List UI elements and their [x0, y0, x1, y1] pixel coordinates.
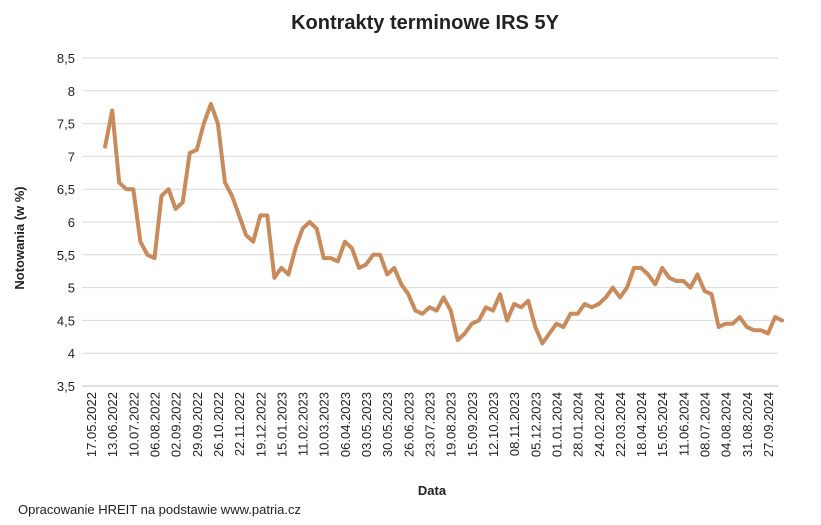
x-tick-label: 23.07.2023 — [423, 392, 438, 457]
y-tick-label: 8 — [68, 84, 75, 99]
x-tick-label: 29.09.2022 — [190, 392, 205, 457]
y-tick-label: 4,5 — [57, 313, 75, 328]
x-tick-label: 10.03.2023 — [317, 392, 332, 457]
x-tick-label: 19.08.2023 — [444, 392, 459, 457]
x-axis-label: Data — [418, 483, 447, 498]
y-tick-label: 3,5 — [57, 379, 75, 394]
y-tick-label: 7 — [68, 149, 75, 164]
x-tick-label: 03.05.2023 — [359, 392, 374, 457]
y-tick-label: 7,5 — [57, 117, 75, 132]
x-tick-label: 11.02.2023 — [296, 392, 311, 456]
y-tick-label: 5 — [68, 281, 75, 296]
x-tick-label: 17.05.2022 — [84, 392, 99, 457]
x-tick-label: 12.10.2023 — [486, 392, 501, 457]
x-tick-label: 10.07.2022 — [126, 392, 141, 457]
y-tick-label: 6,5 — [57, 182, 75, 197]
x-tick-label: 08.07.2024 — [698, 392, 713, 457]
x-tick-label: 28.01.2024 — [571, 392, 586, 457]
y-tick-label: 8,5 — [57, 51, 75, 66]
x-tick-label: 18.04.2024 — [634, 392, 649, 457]
x-tick-label: 19.12.2022 — [253, 392, 268, 457]
x-tick-label: 02.09.2022 — [169, 392, 184, 457]
data-line — [103, 101, 785, 346]
x-tick-label: 06.08.2022 — [147, 392, 162, 457]
x-tick-label: 24.02.2024 — [592, 392, 607, 457]
x-tick-label: 13.06.2022 — [105, 392, 120, 457]
x-tick-label: 11.06.2024 — [676, 392, 691, 456]
x-tick-label: 22.11.2022 — [232, 392, 247, 456]
x-tick-label: 31.08.2024 — [740, 392, 755, 457]
source-note: Opracowanie HREIT na podstawie www.patri… — [18, 502, 301, 517]
y-tick-label: 6 — [68, 215, 75, 230]
x-tick-label: 01.01.2024 — [549, 392, 564, 457]
x-tick-label: 05.12.2023 — [528, 392, 543, 457]
x-tick-label: 26.10.2022 — [211, 392, 226, 457]
chart-title: Kontrakty terminowe IRS 5Y — [291, 12, 560, 34]
y-tick-label: 5,5 — [57, 248, 75, 263]
x-tick-label: 15.01.2023 — [274, 392, 289, 457]
x-tick-label: 26.06.2023 — [401, 392, 416, 457]
x-tick-label: 15.05.2024 — [655, 392, 670, 457]
y-tick-label: 4 — [68, 346, 75, 361]
x-tick-label: 08.11.2023 — [507, 392, 522, 456]
x-tick-label: 15.09.2023 — [465, 392, 480, 457]
x-tick-label: 30.05.2023 — [380, 392, 395, 457]
x-tick-label: 27.09.2024 — [761, 392, 776, 457]
y-axis-label: Notowania (w %) — [12, 186, 27, 289]
x-tick-label: 04.08.2024 — [719, 392, 734, 457]
x-tick-label: 06.04.2023 — [338, 392, 353, 457]
x-tick-label: 22.03.2024 — [613, 392, 628, 457]
